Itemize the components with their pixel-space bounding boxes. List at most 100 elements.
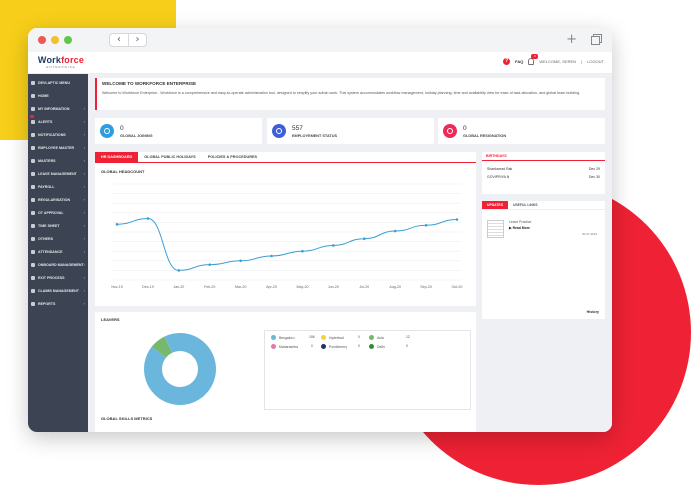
sidebar-item[interactable]: OTHERS › bbox=[28, 232, 88, 245]
notification-badge: 3 bbox=[531, 54, 539, 59]
sidebar-item[interactable]: DEVLAPTIC MENU bbox=[28, 76, 88, 89]
series-line bbox=[116, 218, 458, 271]
sidebar-item[interactable]: CLAIMS MANAGEMENT › bbox=[28, 284, 88, 297]
back-arrow-icon[interactable]: ‹ bbox=[117, 34, 121, 45]
menu-icon bbox=[31, 145, 35, 150]
forward-arrow-icon[interactable]: › bbox=[128, 34, 146, 46]
workforce-logo[interactable]: Workforce ENTERPRISE bbox=[36, 55, 86, 69]
minimize-dot-icon[interactable] bbox=[51, 36, 59, 44]
update-date: 30.07.2019 bbox=[582, 232, 598, 236]
data-point[interactable] bbox=[362, 237, 366, 241]
sidebar-item[interactable]: EXIT PROCESS › bbox=[28, 271, 88, 284]
sidebar: DEVLAPTIC MENU HOME MY INFORMATION › ALERTS ›… bbox=[28, 74, 88, 432]
welcome-user-label[interactable]: WELCOME, SEREN bbox=[539, 59, 577, 64]
legend-swatch bbox=[369, 335, 374, 340]
menu-icon bbox=[31, 80, 35, 85]
document-thumbnail[interactable] bbox=[487, 220, 504, 238]
birthday-row[interactable]: Shankarrad Rak Dec 29 bbox=[482, 165, 605, 173]
sidebar-item[interactable]: NOTIFICATIONS › bbox=[28, 128, 88, 141]
sidebar-item[interactable]: ATTENDANCE › bbox=[28, 245, 88, 258]
globe-icon bbox=[272, 124, 286, 138]
legend-swatch bbox=[271, 335, 276, 340]
legend-name: Delhi bbox=[377, 344, 385, 349]
data-point[interactable] bbox=[177, 269, 181, 272]
chevron-right-icon: › bbox=[83, 301, 85, 306]
leavers-legend: Bengaluru 156 Hyderbad 0 Asia 12 Maharas… bbox=[264, 330, 471, 410]
card-label: GLOBAL JOINING bbox=[120, 133, 153, 138]
data-point[interactable] bbox=[270, 254, 273, 258]
chevron-right-icon: › bbox=[83, 119, 85, 124]
x-tick-label: Jun-20 bbox=[328, 285, 339, 289]
sidebar-item[interactable]: ONBOARD MANAGEMENT › bbox=[28, 258, 88, 271]
data-point[interactable] bbox=[393, 229, 397, 233]
legend-value: 0 bbox=[311, 344, 313, 348]
x-tick-label: Feb-20 bbox=[204, 285, 215, 289]
card-value: 0 bbox=[120, 124, 124, 132]
x-tick-label: Aug-20 bbox=[389, 285, 401, 289]
faq-link[interactable]: FAQ bbox=[515, 59, 524, 64]
menu-icon bbox=[31, 288, 35, 293]
updates-panel: UPDATES USEFUL LINKS Leave Practice ▶ Re… bbox=[482, 201, 605, 319]
history-link[interactable]: History bbox=[586, 310, 599, 314]
sidebar-item[interactable]: REGULARISATION › bbox=[28, 193, 88, 206]
x-tick-label: Apr-20 bbox=[266, 285, 277, 289]
updates-tabs: UPDATES USEFUL LINKS bbox=[482, 201, 605, 210]
faq-icon[interactable]: ? bbox=[503, 58, 511, 65]
tab-updates[interactable]: UPDATES bbox=[482, 201, 508, 209]
close-dot-icon[interactable] bbox=[38, 36, 46, 44]
menu-icon bbox=[31, 93, 35, 98]
sidebar-item[interactable]: PAYROLL › bbox=[28, 180, 88, 193]
bell-icon[interactable]: 3 bbox=[528, 54, 539, 65]
menu-icon bbox=[31, 171, 35, 176]
x-tick-label: Nov-19 bbox=[111, 285, 123, 289]
sidebar-item[interactable]: HOME bbox=[28, 89, 88, 102]
x-tick-label: Oct-20 bbox=[452, 285, 463, 289]
sidebar-item-label: HOME bbox=[38, 93, 49, 98]
donut-slice[interactable] bbox=[144, 333, 216, 405]
sidebar-item[interactable]: OT APPROVAL › bbox=[28, 206, 88, 219]
sidebar-item[interactable]: MY INFORMATION › bbox=[28, 102, 88, 115]
sidebar-item[interactable]: EMPLOYEE MASTER › bbox=[28, 141, 88, 154]
data-point[interactable] bbox=[146, 217, 150, 220]
tab-useful-links[interactable]: USEFUL LINKS bbox=[512, 203, 538, 207]
data-point[interactable] bbox=[424, 223, 428, 227]
chevron-right-icon: › bbox=[83, 197, 85, 202]
dashboard-tabs: HR DASHBOARD GLOBAL PUBLIC HOLIDAYS POLI… bbox=[95, 152, 476, 163]
sidebar-item[interactable]: LEAVE MANAGEMENT › bbox=[28, 167, 88, 180]
donut-slice[interactable] bbox=[151, 336, 173, 358]
welcome-title: WELCOME TO WORKFORCE ENTERPRISE bbox=[102, 81, 197, 86]
legend-name: Hyderbad bbox=[329, 335, 344, 340]
data-point[interactable] bbox=[301, 249, 304, 253]
card-value: 557 bbox=[292, 124, 303, 132]
legend-item: Pondicherry bbox=[321, 344, 347, 349]
tab-global-public-holidays[interactable]: GLOBAL PUBLIC HOLIDAYS bbox=[144, 155, 196, 159]
menu-icon bbox=[31, 184, 35, 189]
card-global-joining[interactable]: 0 GLOBAL JOINING bbox=[95, 118, 262, 144]
tabs-copy-icon[interactable] bbox=[591, 36, 600, 45]
data-point[interactable] bbox=[332, 244, 335, 247]
card-global-resignation[interactable]: 0 GLOBAL RESIGNATION bbox=[438, 118, 605, 144]
card-employment-status[interactable]: 557 EMPLOYEMENT STATUS bbox=[267, 118, 434, 144]
legend-name: Pondicherry bbox=[329, 344, 348, 349]
maximize-dot-icon[interactable] bbox=[64, 36, 72, 44]
main-content: WELCOME TO WORKFORCE ENTERPRISE Welcome … bbox=[88, 74, 612, 432]
chevron-right-icon: › bbox=[83, 249, 85, 254]
legend-value: 12 bbox=[406, 335, 410, 339]
logout-link[interactable]: LOGOUT bbox=[587, 59, 604, 64]
sidebar-item[interactable]: TIME SHEET › bbox=[28, 219, 88, 232]
read-more-link[interactable]: ▶ Read More bbox=[509, 226, 530, 230]
x-tick-label: Jul-20 bbox=[359, 285, 369, 289]
tab-hr-dashboard[interactable]: HR DASHBOARD bbox=[95, 152, 139, 162]
data-point[interactable] bbox=[115, 223, 119, 226]
birthday-row[interactable]: GOVIPRIYA N Dec 30 bbox=[482, 173, 605, 181]
data-point[interactable] bbox=[455, 218, 459, 221]
sidebar-item[interactable]: REPORTS › bbox=[28, 297, 88, 310]
sidebar-item[interactable]: MASTERS › bbox=[28, 154, 88, 167]
chevron-right-icon: › bbox=[83, 158, 85, 163]
chevron-right-icon: › bbox=[83, 145, 85, 150]
tab-policies-procedures[interactable]: POLICIES & PROCEDURES bbox=[207, 155, 258, 159]
data-point[interactable] bbox=[208, 263, 212, 266]
data-point[interactable] bbox=[239, 259, 242, 263]
sidebar-item[interactable]: ALERTS › bbox=[28, 115, 88, 128]
new-tab-plus-icon[interactable]: + bbox=[566, 32, 577, 47]
